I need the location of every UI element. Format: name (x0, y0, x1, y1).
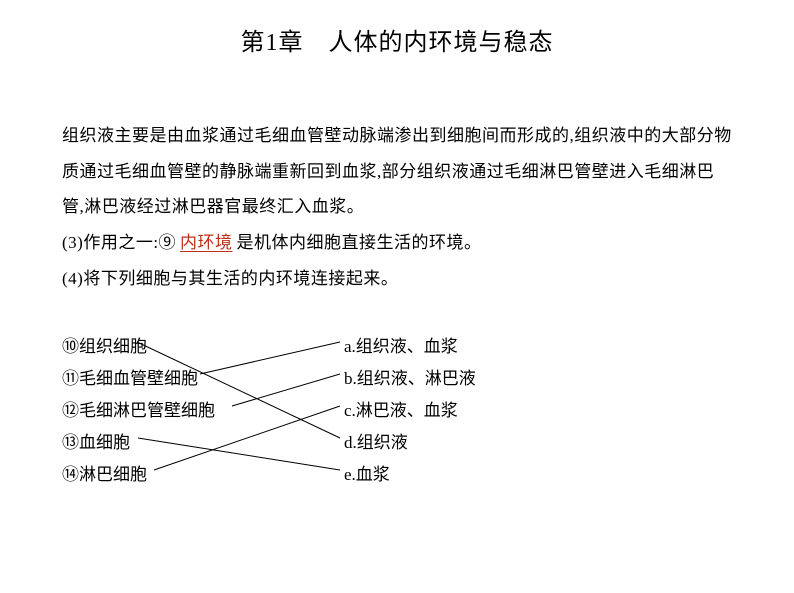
fill-answer-9: 内环境 (176, 233, 237, 252)
num-11: ⑪ (62, 369, 79, 388)
match-left-0: ⑩组织细胞 (62, 332, 147, 357)
letter-e: e. (344, 465, 356, 484)
num-12: ⑫ (62, 401, 79, 420)
question-3: (3)作用之一:⑨内环境是机体内细胞直接生活的环境。 (62, 225, 732, 261)
left-text-2: 毛细淋巴管壁细胞 (79, 401, 215, 420)
match-right-3: d.组织液 (344, 428, 408, 453)
question-4: (4)将下列细胞与其生活的内环境连接起来。 (62, 261, 732, 297)
match-right-2: c.淋巴液、血浆 (344, 396, 458, 421)
left-text-4: 淋巴细胞 (79, 465, 147, 484)
match-right-0: a.组织液、血浆 (344, 332, 458, 357)
match-left-2: ⑫毛细淋巴管壁细胞 (62, 396, 215, 421)
left-text-3: 血细胞 (79, 433, 130, 452)
right-text-4: 血浆 (356, 465, 390, 484)
right-text-2: 淋巴液、血浆 (356, 401, 458, 420)
matching-area: ⑩组织细胞 a.组织液、血浆 ⑪毛细血管壁细胞 b.组织液、淋巴液 ⑫毛细淋巴管… (62, 328, 732, 488)
match-row: ⑬血细胞 d.组织液 (62, 424, 732, 456)
left-text-0: 组织细胞 (79, 337, 147, 356)
letter-c: c. (344, 401, 356, 420)
match-row: ⑫毛细淋巴管壁细胞 c.淋巴液、血浆 (62, 392, 732, 424)
letter-b: b. (344, 369, 357, 388)
num-10: ⑩ (62, 337, 79, 356)
q3-prefix: (3)作用之一:⑨ (62, 233, 176, 252)
paragraph-1: 组织液主要是由血浆通过毛细血管壁动脉端渗出到细胞间而形成的,组织液中的大部分物质… (62, 118, 732, 225)
num-14: ⑭ (62, 465, 79, 484)
right-text-0: 组织液、血浆 (356, 337, 458, 356)
match-row: ⑭淋巴细胞 e.血浆 (62, 456, 732, 488)
num-13: ⑬ (62, 433, 79, 452)
letter-a: a. (344, 337, 356, 356)
match-row: ⑩组织细胞 a.组织液、血浆 (62, 328, 732, 360)
match-right-1: b.组织液、淋巴液 (344, 364, 476, 389)
right-text-1: 组织液、淋巴液 (357, 369, 476, 388)
left-text-1: 毛细血管壁细胞 (79, 369, 198, 388)
match-right-4: e.血浆 (344, 460, 390, 485)
match-left-4: ⑭淋巴细胞 (62, 460, 147, 485)
match-left-3: ⑬血细胞 (62, 428, 130, 453)
page-title: 第1章 人体的内环境与稳态 (0, 0, 794, 57)
match-row: ⑪毛细血管壁细胞 b.组织液、淋巴液 (62, 360, 732, 392)
q3-suffix: 是机体内细胞直接生活的环境。 (237, 233, 482, 252)
right-text-3: 组织液 (357, 433, 408, 452)
main-content: 组织液主要是由血浆通过毛细血管壁动脉端渗出到细胞间而形成的,组织液中的大部分物质… (62, 118, 732, 296)
match-left-1: ⑪毛细血管壁细胞 (62, 364, 198, 389)
letter-d: d. (344, 433, 357, 452)
